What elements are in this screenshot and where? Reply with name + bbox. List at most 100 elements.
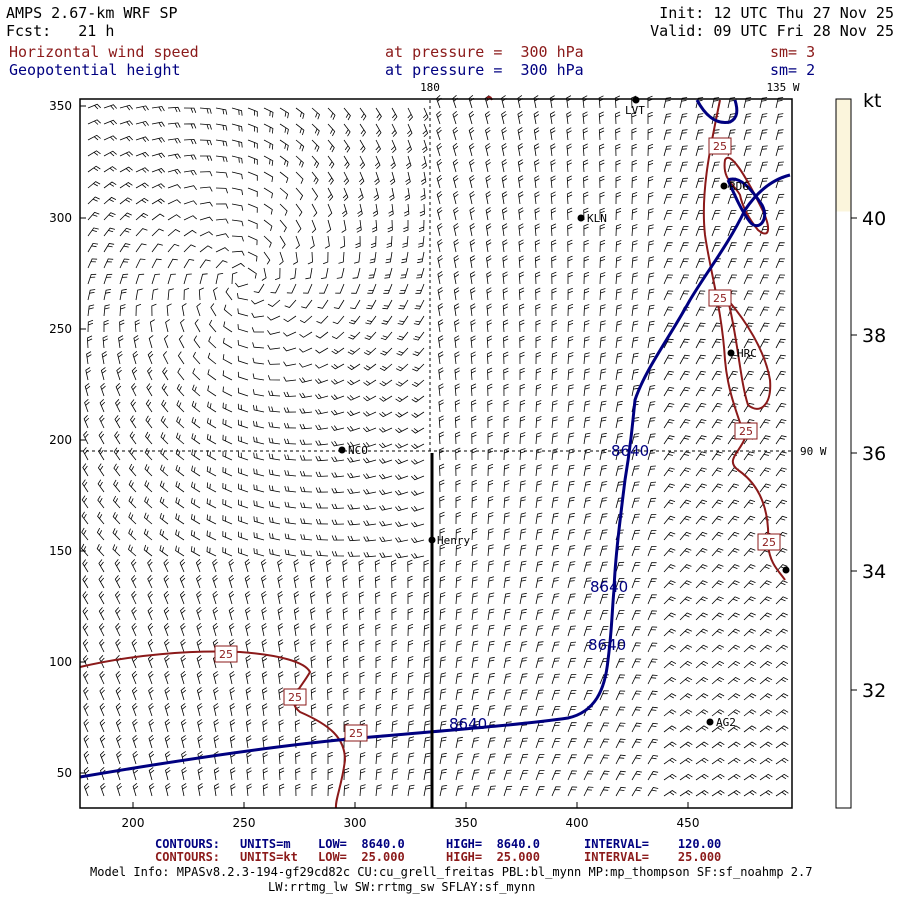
- wind-barb: [144, 464, 153, 477]
- wind-barb: [743, 741, 757, 749]
- wind-barb: [331, 440, 345, 447]
- wind-barb: [679, 370, 690, 381]
- wind-barb: [231, 123, 243, 132]
- wind-barb: [535, 496, 543, 509]
- wind-barb: [327, 107, 336, 120]
- speed-contour-labels: 25 25 25 25 25 25 25: [214, 137, 781, 742]
- wind-barb: [679, 757, 693, 765]
- wind-barb: [114, 559, 121, 573]
- wind-barb: [615, 240, 622, 253]
- wind-barb: [210, 303, 217, 317]
- wind-barb: [268, 469, 281, 477]
- wind-barb: [131, 639, 137, 653]
- wind-barb: [452, 110, 458, 125]
- plot-frame: [79, 98, 793, 809]
- wind-barb: [775, 338, 786, 349]
- wind-barb: [331, 379, 345, 385]
- wind-barb: [727, 757, 741, 765]
- wind-barb: [413, 315, 425, 325]
- wind-barb: [663, 338, 674, 349]
- wind-barb: [647, 176, 654, 189]
- axis-labels: 200 250 300 350 400 450 350 300 250 200 …: [49, 99, 699, 830]
- wind-barb: [268, 390, 281, 397]
- wind-barb: [269, 516, 281, 525]
- wind-barb: [533, 143, 540, 157]
- wind-barb: [342, 591, 348, 605]
- wind-barb: [326, 575, 332, 589]
- wind-barb: [406, 139, 412, 153]
- wind-barb: [455, 769, 464, 781]
- wind-barb: [132, 718, 138, 733]
- wind-barb: [679, 677, 693, 685]
- wind-barb: [775, 113, 784, 125]
- wind-barb: [262, 735, 268, 749]
- wind-barb: [167, 273, 176, 285]
- wind-barb: [183, 258, 195, 269]
- wind-barb: [743, 596, 756, 605]
- wind-barb: [115, 655, 121, 669]
- wind-barb: [284, 501, 297, 509]
- wind-barb: [679, 210, 689, 221]
- wind-barb: [550, 127, 556, 141]
- colorbar-label: 36: [862, 443, 886, 465]
- wind-barb: [519, 786, 529, 797]
- wind-barb: [279, 251, 284, 266]
- wind-barb: [99, 719, 106, 733]
- wind-barb: [439, 672, 447, 685]
- wind-barb: [374, 171, 380, 186]
- wind-barb: [222, 386, 233, 397]
- wind-barb: [759, 612, 772, 621]
- wind-barb: [519, 432, 526, 445]
- wind-barb: [663, 515, 676, 525]
- wind-barb: [311, 783, 317, 796]
- wind-barb: [222, 498, 233, 509]
- wind-barb: [159, 496, 169, 509]
- wind-barb: [711, 580, 724, 589]
- wind-barb: [727, 644, 740, 653]
- wind-barb: [727, 773, 741, 781]
- wind-barb: [775, 242, 785, 253]
- wind-barb: [293, 591, 300, 605]
- wind-barb: [180, 622, 186, 637]
- wind-barb: [647, 320, 655, 333]
- wind-barb: [378, 458, 393, 464]
- wind-barb: [438, 431, 445, 445]
- wind-barb: [165, 783, 171, 797]
- wind-barb: [161, 399, 169, 413]
- wind-barb: [679, 499, 692, 509]
- wind-barb: [167, 138, 181, 144]
- wind-barb: [615, 207, 622, 221]
- wind-barb: [206, 530, 217, 541]
- wind-barb: [231, 272, 238, 285]
- wind-barb: [663, 435, 675, 445]
- wind-barb: [695, 548, 708, 557]
- wind-barb: [439, 720, 447, 733]
- wind-barb: [711, 548, 724, 557]
- wind-barb: [487, 753, 496, 765]
- wind-barb: [439, 592, 446, 605]
- wind-barb: [615, 320, 623, 333]
- wind-barb: [759, 741, 773, 749]
- wind-barb: [775, 644, 788, 653]
- wind-barb: [551, 722, 561, 733]
- wind-barb: [647, 304, 655, 317]
- wind-barb: [310, 607, 316, 621]
- wind-barb: [262, 703, 268, 717]
- wind-barb: [253, 516, 265, 525]
- wind-barb: [128, 480, 137, 493]
- wind-barb: [423, 720, 431, 733]
- wind-barb: [759, 306, 770, 317]
- wind-barb: [695, 499, 708, 509]
- wind-barb: [212, 558, 218, 573]
- wind-barb: [599, 191, 605, 205]
- wind-barb: [439, 511, 445, 525]
- wind-barb: [294, 719, 301, 733]
- wind-barb: [396, 331, 409, 341]
- speed-contour-hrc: [727, 299, 772, 410]
- wind-barb: [437, 287, 444, 301]
- wind-barb: [300, 502, 313, 509]
- wind-barb: [87, 258, 98, 269]
- wind-barb: [631, 529, 641, 541]
- wind-barb: [411, 411, 425, 418]
- wind-barb: [567, 641, 577, 653]
